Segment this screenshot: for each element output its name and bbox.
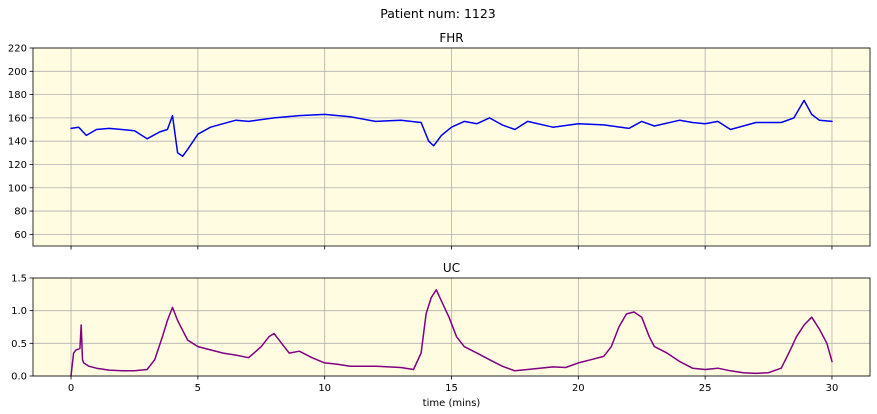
axes-title: UC — [443, 261, 460, 275]
y-tick-label: 60 — [14, 230, 27, 241]
x-axis-label: time (mins) — [423, 398, 481, 409]
y-tick-label: 0.0 — [11, 372, 27, 383]
uc-chart: 0 5 10 15 20 25 30 0.0 0.5 1.0 1.5 UC time (mins) — [11, 261, 871, 409]
axes-title: FHR — [439, 31, 463, 45]
y-tick-label: 1.0 — [11, 306, 27, 317]
y-tick-label: 180 — [8, 90, 27, 101]
y-tick-label: 120 — [8, 160, 27, 171]
y-tick-label: 80 — [14, 207, 27, 218]
y-tick-label: 0.5 — [11, 339, 27, 350]
y-tick-label: 160 — [8, 113, 27, 124]
y-tick-label: 1.5 — [11, 274, 27, 285]
x-tick-label: 15 — [445, 383, 458, 394]
y-tick-label: 200 — [8, 67, 27, 78]
series-line-uc — [70, 289, 833, 377]
x-tick-label: 0 — [68, 383, 74, 394]
x-tick-label: 30 — [826, 383, 839, 394]
series-line-fhr — [70, 99, 833, 158]
fhr-chart: 60 80 100 120 140 160 180 200 220 FHR — [8, 31, 871, 250]
y-tick-label: 140 — [8, 137, 27, 148]
x-tick-label: 20 — [572, 383, 585, 394]
y-tick-label: 100 — [8, 183, 27, 194]
figure-suptitle: Patient num: 1123 — [380, 6, 496, 21]
x-tick-label: 10 — [318, 383, 331, 394]
x-tick-label: 5 — [195, 383, 201, 394]
x-tick-label: 25 — [699, 383, 712, 394]
y-tick-label: 220 — [8, 44, 27, 55]
